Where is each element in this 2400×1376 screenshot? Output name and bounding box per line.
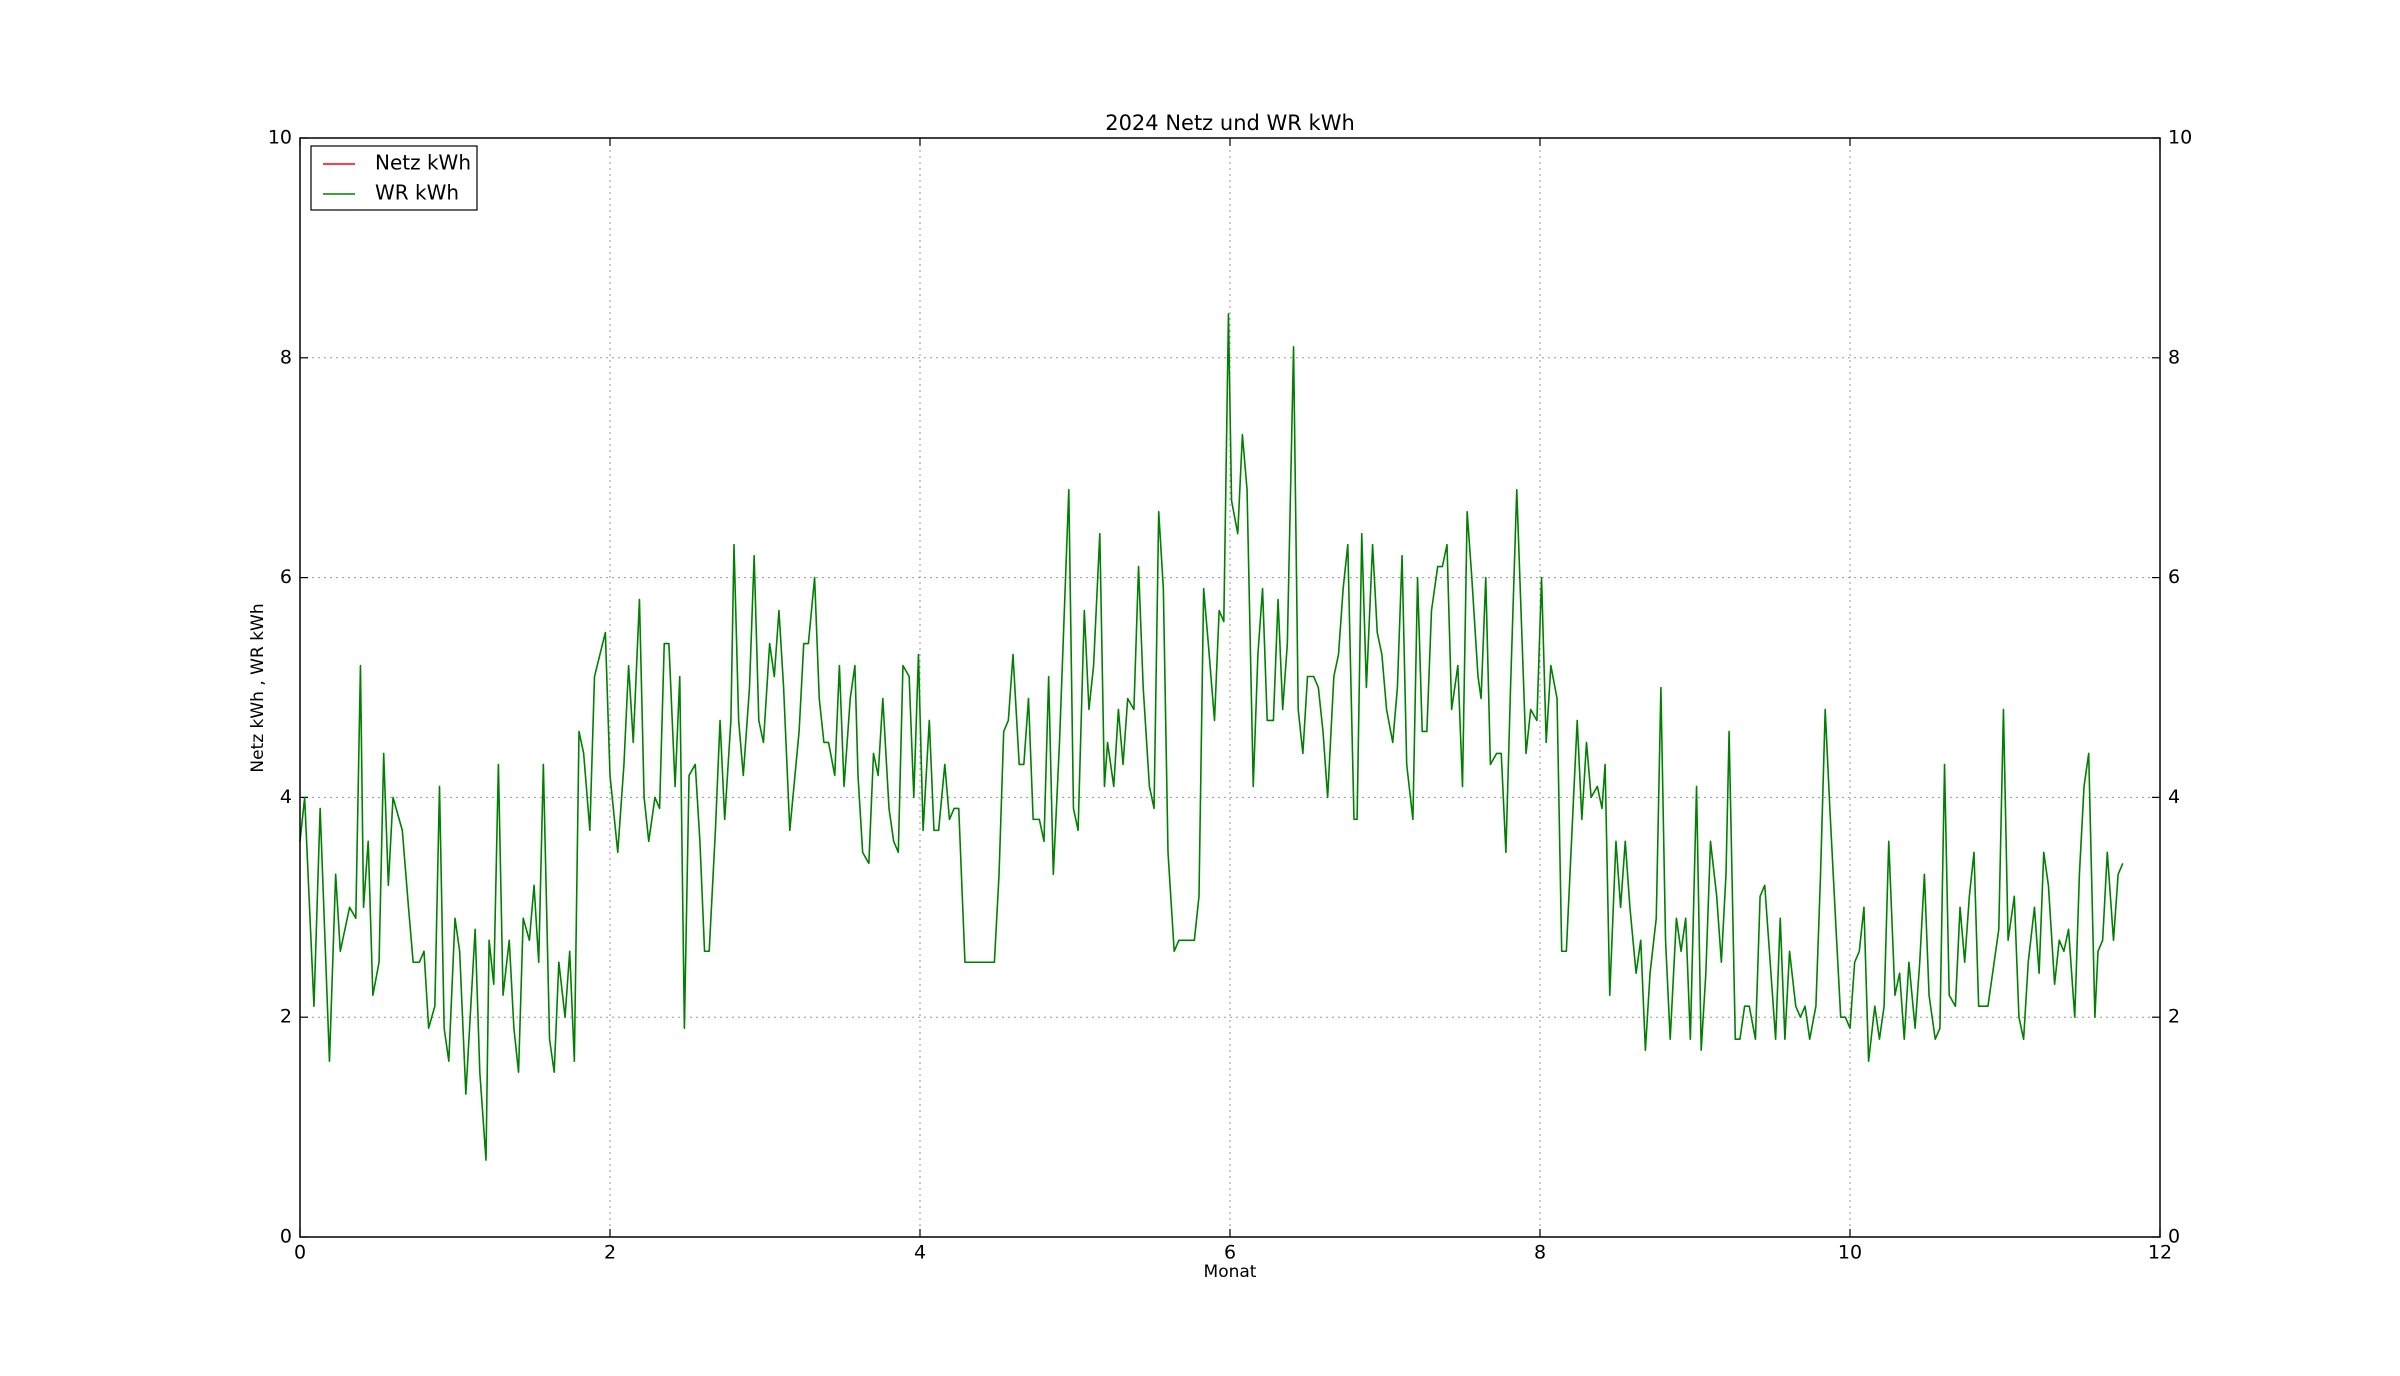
- plot-frame: [299, 137, 2161, 1238]
- legend-label: WR kWh: [375, 181, 459, 205]
- x-tick-label: 10: [1838, 1242, 1862, 1264]
- y-tick-label: 6: [280, 566, 292, 588]
- y-tick-label: 8: [280, 346, 292, 368]
- y-tick-label: 2: [280, 1006, 292, 1028]
- x-tick-label: 2: [604, 1242, 616, 1264]
- x-tick-label: 8: [1534, 1242, 1546, 1264]
- x-tick-label: 4: [914, 1242, 926, 1264]
- y2-tick-label: 0: [2168, 1226, 2180, 1248]
- y-tick-label: 10: [268, 127, 292, 149]
- y-axis-label: Netz kWh , WR kWh: [248, 603, 268, 772]
- x-tick-label: 6: [1224, 1242, 1236, 1264]
- data-line: [299, 313, 2124, 1161]
- y2-tick-label: 10: [2168, 127, 2192, 149]
- y-tick-label: 0: [280, 1226, 292, 1248]
- y-tick-label: 4: [280, 786, 292, 808]
- x-tick-label: 12: [2148, 1242, 2172, 1264]
- legend-box: [310, 145, 478, 211]
- y2-tick-label: 2: [2168, 1006, 2180, 1028]
- legend-label: Netz kWh: [375, 151, 471, 175]
- x-tick-label: 0: [294, 1242, 306, 1264]
- legend: Netz kWh WR kWh: [310, 145, 478, 211]
- y2-tick-label: 6: [2168, 566, 2180, 588]
- x-axis-label: Monat: [1204, 1262, 1257, 1282]
- y2-tick-label: 8: [2168, 346, 2180, 368]
- y2-tick-label: 4: [2168, 786, 2180, 808]
- chart-title: 2024 Netz und WR kWh: [1105, 111, 1355, 135]
